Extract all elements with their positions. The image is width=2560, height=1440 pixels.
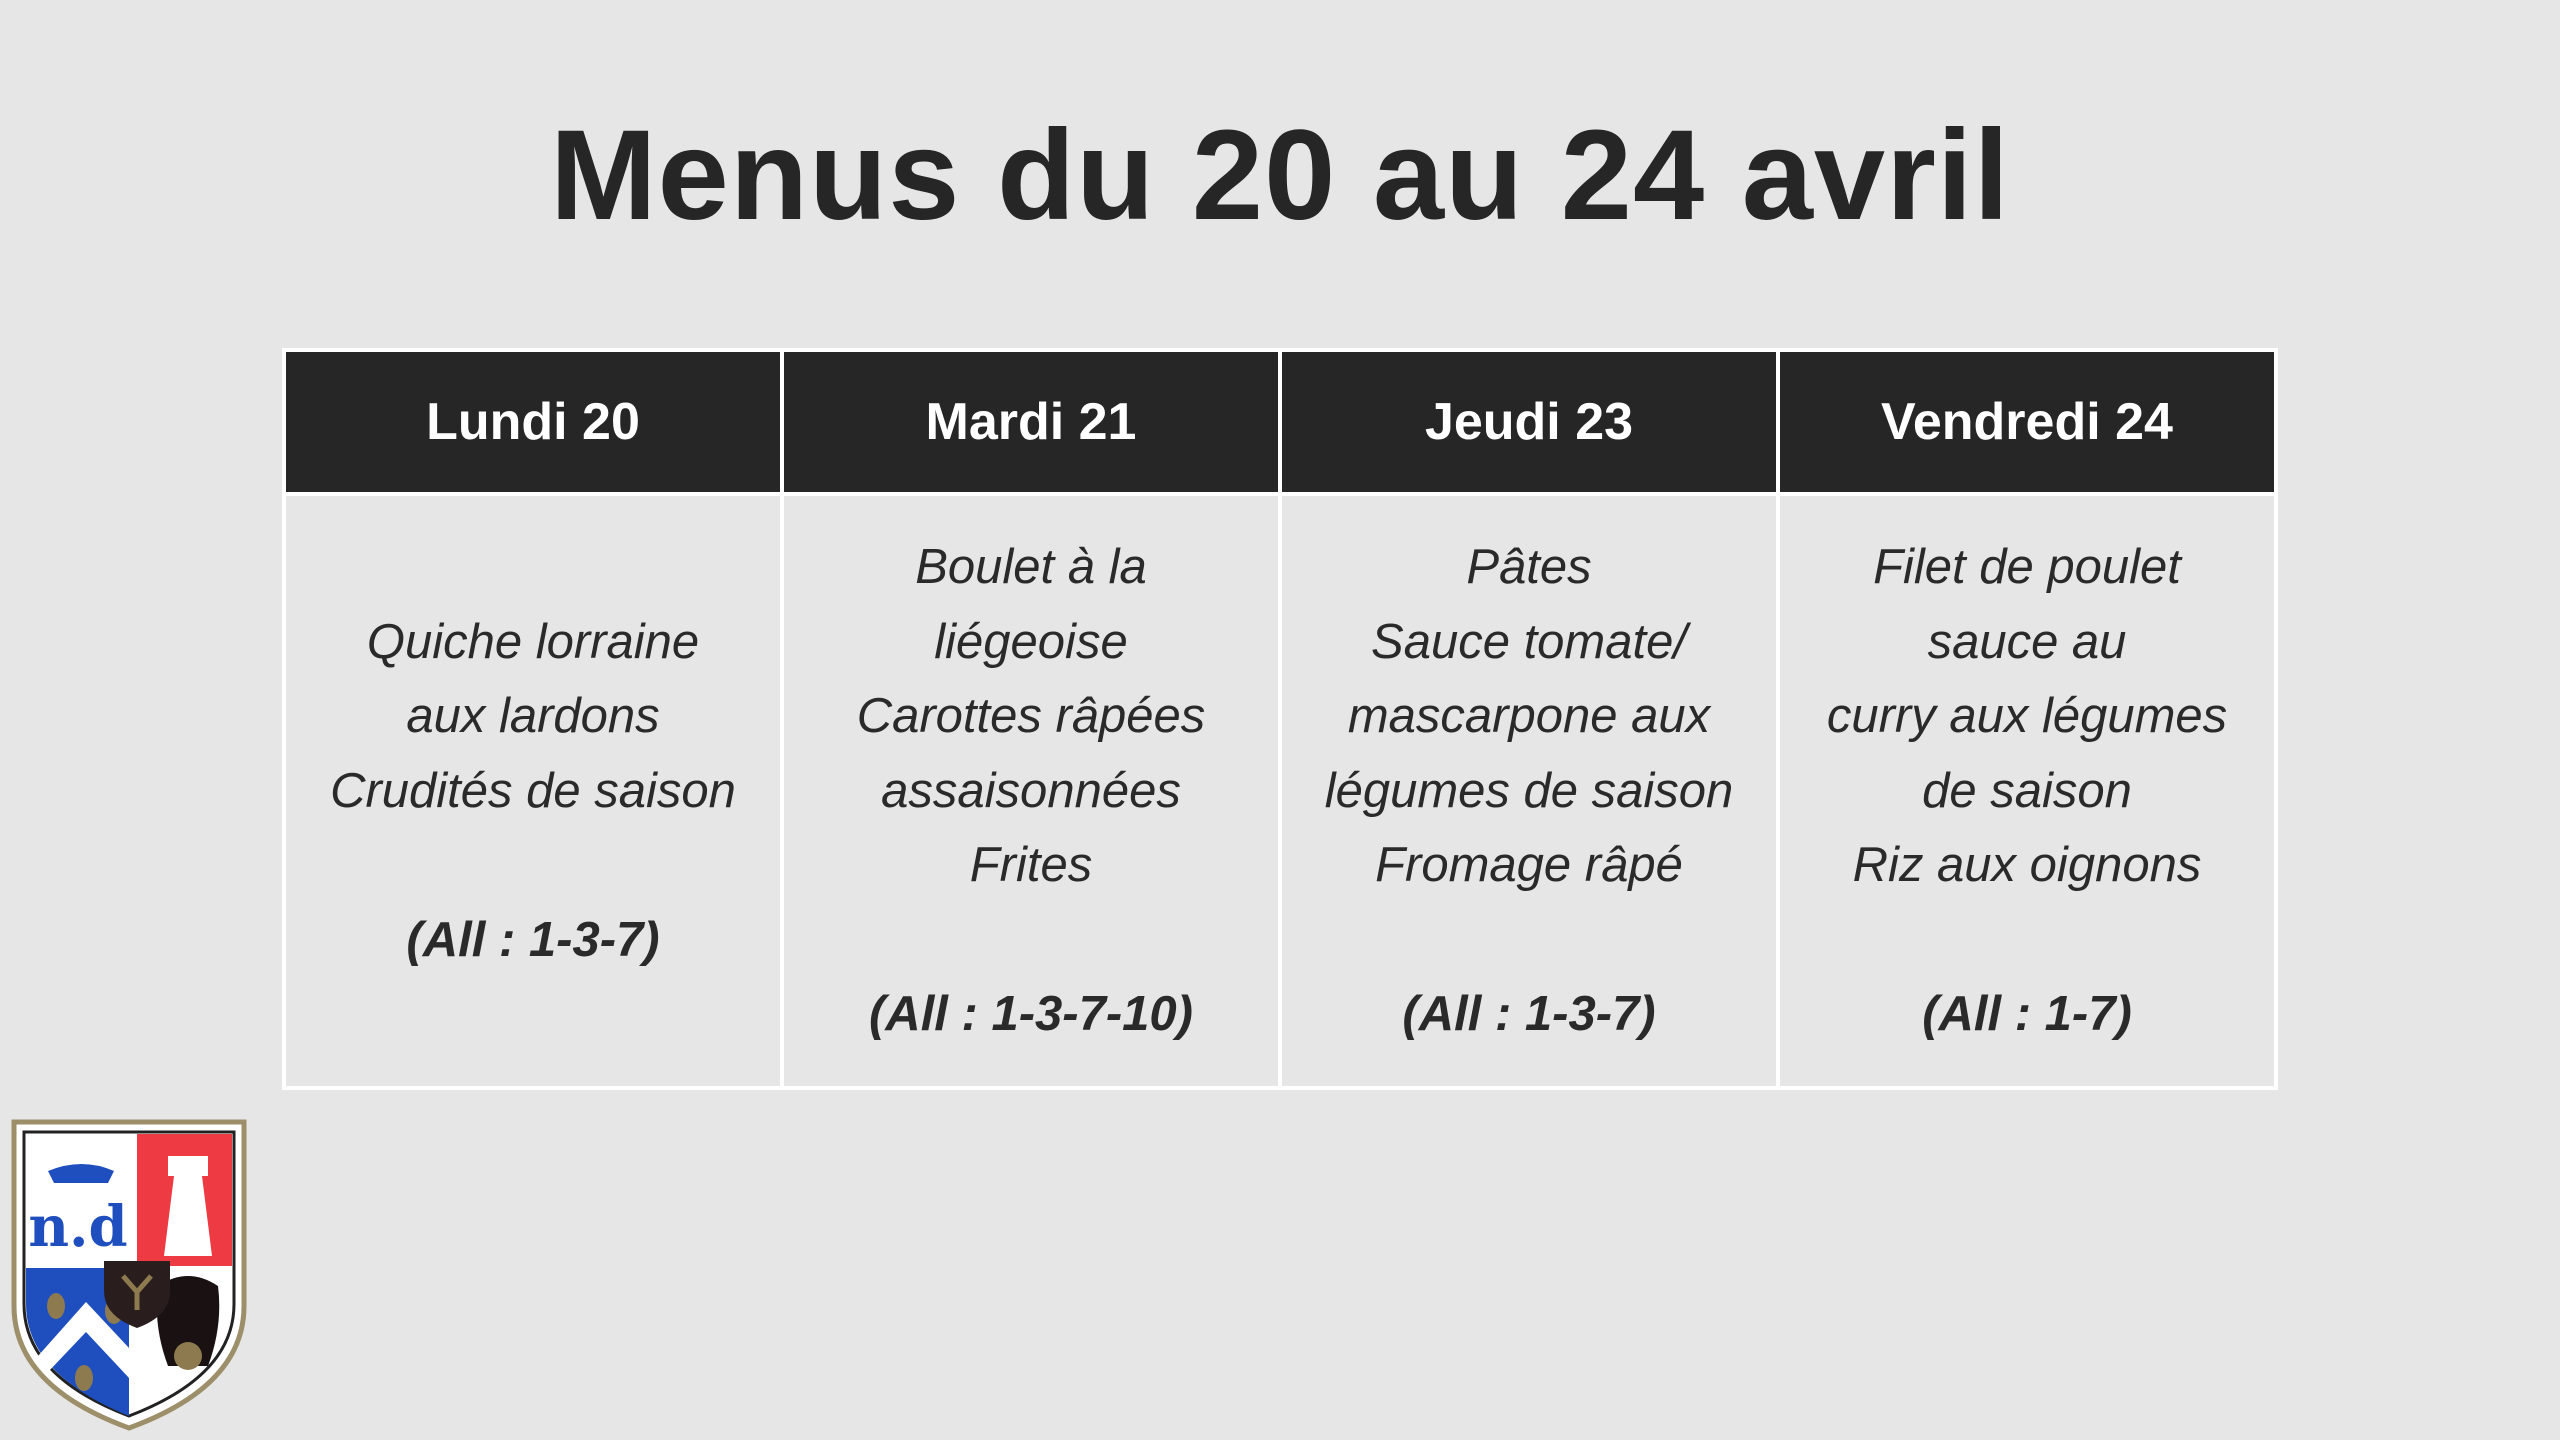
day-header-thursday: Jeudi 23 (1278, 348, 1780, 496)
dish-line (794, 903, 1268, 978)
day-header-friday: Vendredi 24 (1776, 348, 2278, 496)
dish-line: de saison (1922, 763, 2132, 818)
dish-line: aux lardons (406, 689, 660, 744)
dish-line: sauce au (1927, 614, 2127, 669)
menu-cell: Quiche lorraine aux lardons Crudités de sa… (282, 492, 784, 1090)
day-header-tuesday: Mardi 21 (780, 348, 1282, 496)
header-row: Lundi 20 Mardi 21 Jeudi 23 Vendredi 24 (282, 348, 2278, 496)
dish-line (1790, 903, 2264, 978)
dish-line: Carottes râpées (856, 689, 1206, 744)
allergens-label: (All : 1-3-7) (1402, 987, 1656, 1042)
dish-line: Boulet à la (915, 540, 1147, 595)
dish-line: assaisonnées (881, 763, 1181, 818)
page-title: Menus du 20 au 24 avril (550, 103, 2010, 247)
dish-line (1292, 903, 1766, 978)
allergens-label: (All : 1-3-7) (406, 912, 660, 967)
dish-line: Quiche lorraine (366, 614, 700, 669)
dish-line: Fromage râpé (1375, 838, 1683, 893)
menu-table: Lundi 20 Mardi 21 Jeudi 23 Vendredi 24 Q… (282, 348, 2278, 1090)
dish-line: Filet de poulet (1873, 540, 2181, 595)
dish-line: légumes de saison (1324, 763, 1734, 818)
coat-of-arms-logo: n.d (11, 1119, 247, 1431)
menu-cell: Filet de poulet sauce au curry aux légumes… (1776, 492, 2278, 1090)
dish-line: curry aux légumes (1826, 689, 2228, 744)
dish-line: Frites (969, 838, 1093, 893)
menu-cell: Boulet à la liégeoise Carottes râpées assai… (780, 492, 1282, 1090)
dish-line: Riz aux oignons (1852, 838, 2202, 893)
dish-line: Sauce tomate/ (1371, 614, 1687, 669)
menu-cell: Pâtes Sauce tomate/mascarpone aux légumes … (1278, 492, 1780, 1090)
dish-line: liégeoise (934, 614, 1128, 669)
day-header-monday: Lundi 20 (282, 348, 784, 496)
allergens-label: (All : 1-7) (1922, 987, 2132, 1042)
allergens-label: (All : 1-3-7-10) (868, 987, 1193, 1042)
logo-lettering: n.d (28, 1194, 127, 1260)
menu-row: Quiche lorraine aux lardons Crudités de sa… (282, 492, 2278, 1090)
dish-line (296, 828, 770, 903)
dish-line: mascarpone aux (1347, 689, 1711, 744)
dish-line: Pâtes (1466, 540, 1592, 595)
dish-line: Crudités de saison (330, 763, 736, 818)
